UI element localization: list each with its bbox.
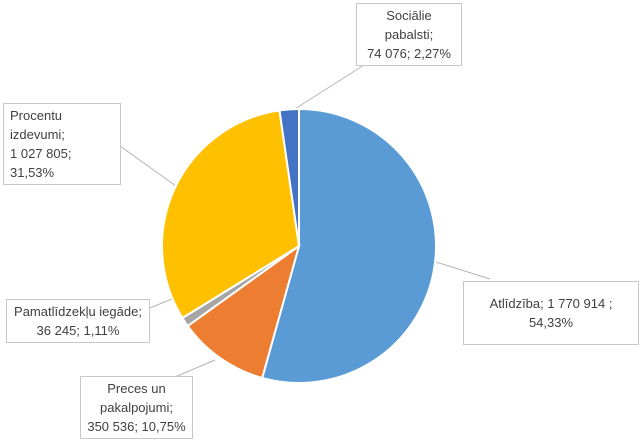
pie-slice-preces-un-pakalpojumi	[186, 243, 301, 380]
label-line: 350 536; 10,75%	[87, 419, 186, 434]
leader-line-social	[289, 59, 373, 113]
data-label-preces: Preces un pakalpojumi; 350 536; 10,75%	[80, 376, 193, 439]
data-label-social: Sociālie pabalsti; 74 076; 2,27%	[356, 3, 462, 66]
label-line: 1 027 805; 31,53%	[10, 146, 72, 180]
leader-line-preces	[174, 359, 216, 378]
data-label-pamat: Pamatlīdzekļu iegāde; 36 245; 1,11%	[6, 299, 150, 343]
label-line: Procentu izdevumi;	[10, 108, 65, 142]
pie-slice-atl-dz-ba	[260, 107, 437, 384]
label-line: Sociālie pabalsti;	[384, 8, 434, 42]
label-line: pakalpojumi;	[100, 400, 173, 415]
label-line: Pamatlīdzekļu iegāde;	[14, 304, 142, 319]
label-line: Atlīdzība; 1 770 914 ; 54,33%	[489, 296, 613, 330]
label-line: Preces un	[107, 381, 166, 396]
data-label-procentu: Procentu izdevumi; 1 027 805; 31,53%	[3, 103, 121, 185]
leader-line-atlidziba	[435, 261, 491, 280]
label-line: 36 245; 1,11%	[36, 323, 120, 338]
pie-slice-soci-lie-pabalsti	[278, 107, 300, 247]
data-label-atlidziba: Atlīdzība; 1 770 914 ; 54,33%	[463, 281, 639, 345]
pie-slice-procentu-izdevumi	[161, 109, 301, 320]
label-line: 74 076; 2,27%	[367, 46, 451, 61]
